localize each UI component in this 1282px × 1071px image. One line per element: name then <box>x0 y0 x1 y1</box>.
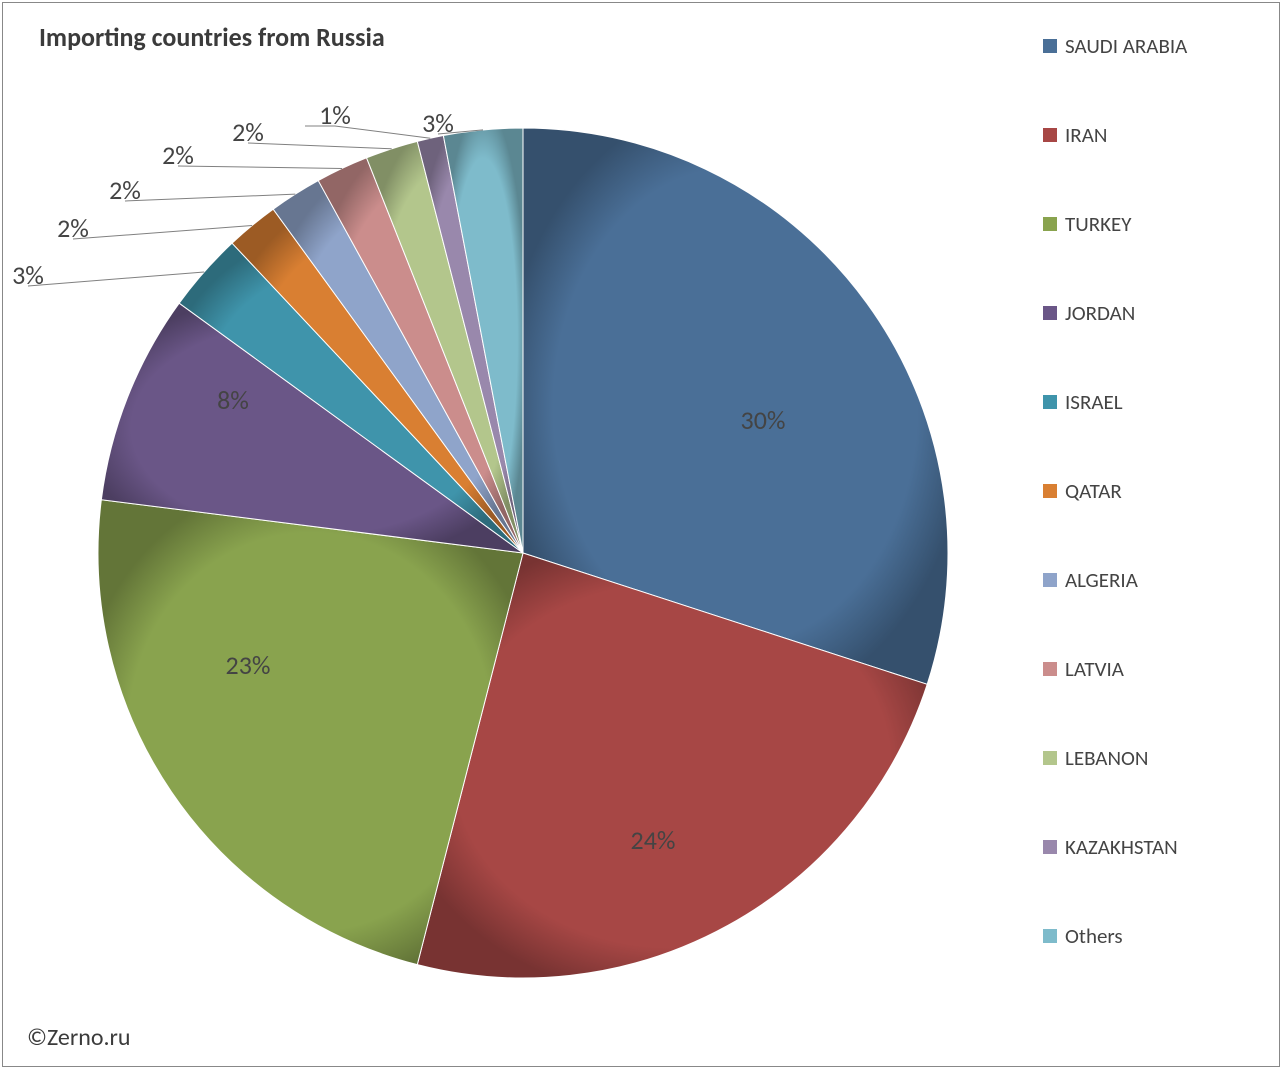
slice-label-jordan: 8% <box>217 384 249 416</box>
slice-label-saudi-arabia: 30% <box>741 404 786 436</box>
legend-label: JORDAN <box>1065 300 1135 326</box>
leader-line <box>248 143 392 149</box>
slice-label-algeria: 2% <box>109 174 141 206</box>
legend-swatch <box>1043 484 1057 498</box>
legend-label: LATVIA <box>1065 656 1124 682</box>
slice-label-iran: 24% <box>631 824 676 856</box>
legend-label: KAZAKHSTAN <box>1065 834 1178 860</box>
legend-item-lebanon: LEBANON <box>1043 745 1243 771</box>
slice-label-israel: 3% <box>13 259 44 291</box>
legend-item-jordan: JORDAN <box>1043 300 1243 326</box>
legend-item-turkey: TURKEY <box>1043 211 1243 237</box>
leader-line <box>73 226 252 239</box>
legend-swatch <box>1043 306 1057 320</box>
pie-chart: 30% 24% 23% 8% 3% 2% 2% 2% 2% 1% 3% <box>13 63 1033 1003</box>
legend-item-algeria: ALGERIA <box>1043 567 1243 593</box>
legend-item-qatar: QATAR <box>1043 478 1243 504</box>
legend-swatch <box>1043 395 1057 409</box>
leader-line <box>125 194 295 201</box>
legend-item-saudi-arabia: SAUDI ARABIA <box>1043 33 1243 59</box>
leader-line <box>178 166 342 168</box>
legend-swatch <box>1043 39 1057 53</box>
chart-title: Importing countries from Russia <box>39 21 385 53</box>
legend-item-iran: IRAN <box>1043 122 1243 148</box>
chart-container: Importing countries from Russia 30% 24% 23… <box>2 2 1280 1067</box>
legend-swatch <box>1043 128 1057 142</box>
legend-label: QATAR <box>1065 478 1122 504</box>
legend-label: TURKEY <box>1065 211 1132 237</box>
slice-label-lebanon: 2% <box>232 116 264 148</box>
legend-item-latvia: LATVIA <box>1043 656 1243 682</box>
legend-label: ALGERIA <box>1065 567 1138 593</box>
legend-label: ISRAEL <box>1065 389 1123 415</box>
legend-label: SAUDI ARABIA <box>1065 33 1187 59</box>
legend-swatch <box>1043 573 1057 587</box>
legend-swatch <box>1043 840 1057 854</box>
legend-swatch <box>1043 662 1057 676</box>
footer-credit: ©Zerno.ru <box>27 1023 131 1052</box>
leader-line <box>28 272 204 286</box>
slice-label-qatar: 2% <box>57 212 89 244</box>
legend-label: LEBANON <box>1065 745 1148 771</box>
legend-item-kazakhstan: KAZAKHSTAN <box>1043 834 1243 860</box>
legend-label: Others <box>1065 923 1123 949</box>
legend: SAUDI ARABIA IRAN TURKEY JORDAN ISRAEL QATAR A… <box>1043 33 1243 949</box>
legend-swatch <box>1043 217 1057 231</box>
legend-item-others: Others <box>1043 923 1243 949</box>
slice-label-latvia: 2% <box>162 139 194 171</box>
legend-swatch <box>1043 929 1057 943</box>
legend-swatch <box>1043 751 1057 765</box>
legend-item-israel: ISRAEL <box>1043 389 1243 415</box>
slice-label-kazakhstan: 1% <box>319 99 351 131</box>
slice-label-others: 3% <box>422 107 454 139</box>
pie-svg: 30% 24% 23% 8% 3% 2% 2% 2% 2% 1% 3% <box>13 63 1033 1003</box>
legend-label: IRAN <box>1065 122 1107 148</box>
slice-label-turkey: 23% <box>226 649 271 681</box>
